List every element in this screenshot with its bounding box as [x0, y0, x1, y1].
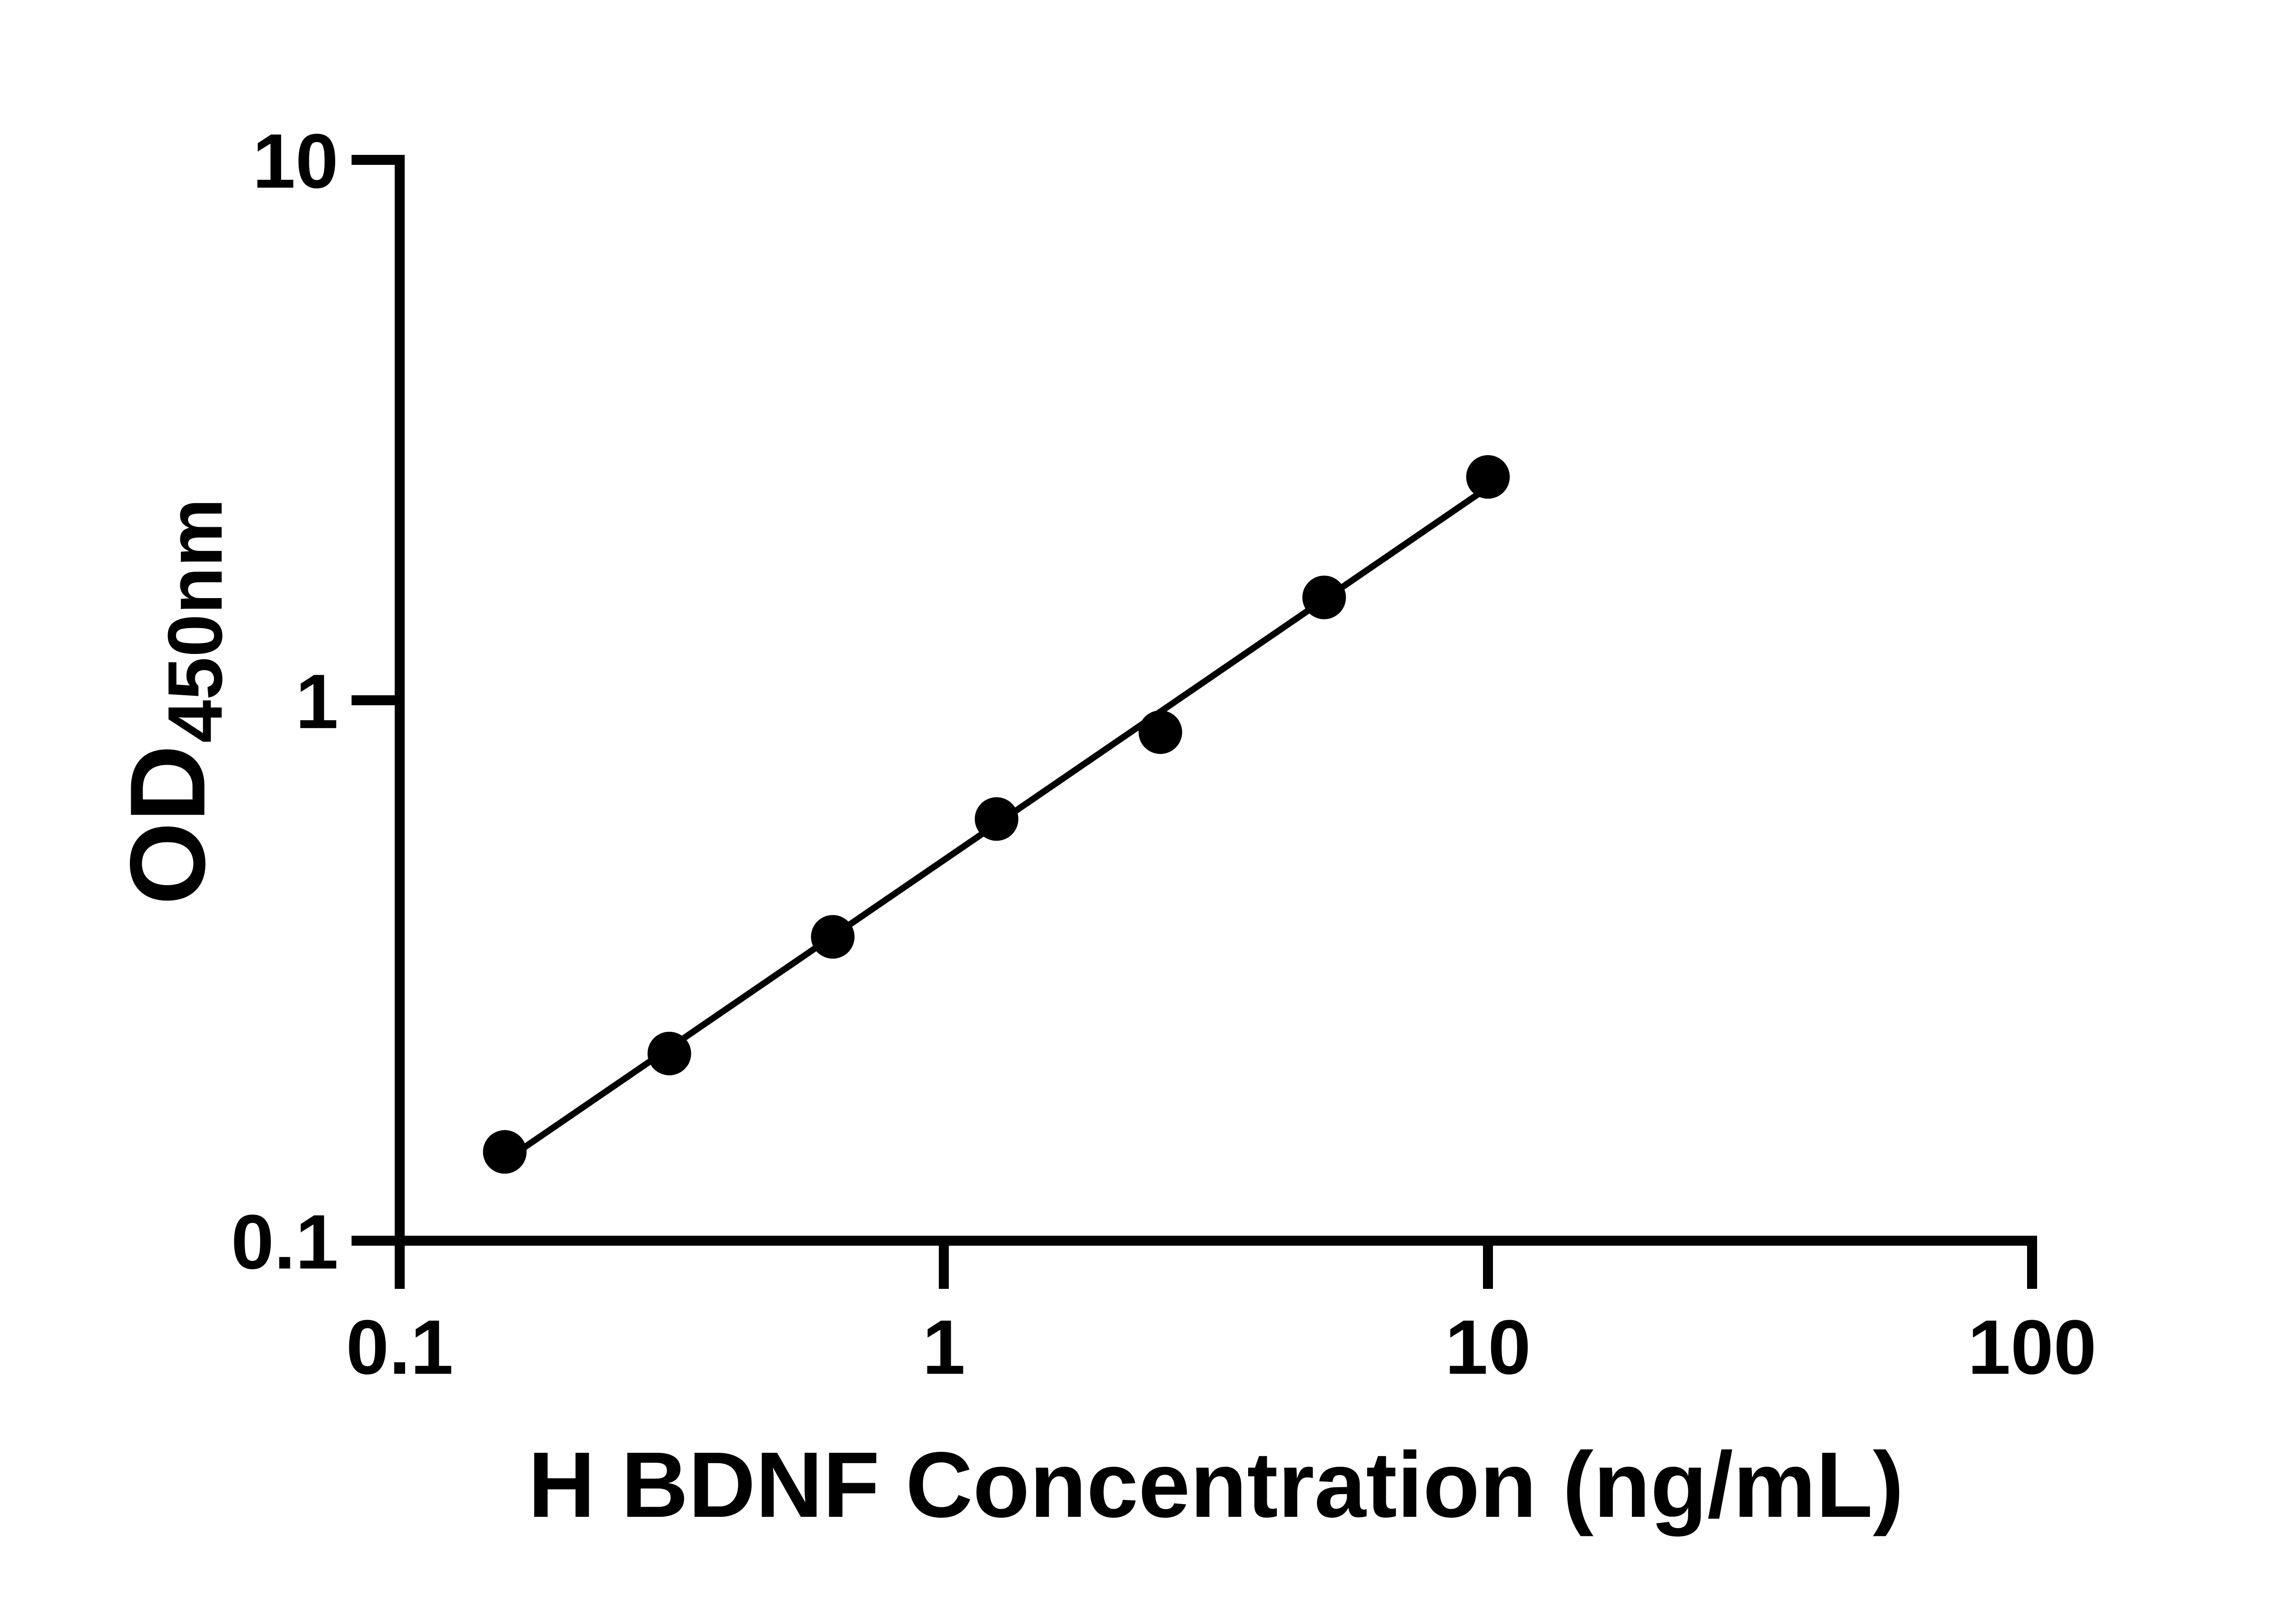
axis-ticks — [352, 155, 2037, 1289]
axis-tick-labels: 0.1 1 10 100 0.1 1 10 — [231, 118, 2097, 1391]
y-tick-label: 10 — [253, 118, 338, 204]
y-tick-label: 0.1 — [231, 1199, 338, 1285]
x-tick-label: 0.1 — [346, 1304, 453, 1391]
axes — [395, 155, 2037, 1246]
x-tick-label: 10 — [1445, 1304, 1531, 1391]
x-tick-label: 1 — [922, 1304, 966, 1391]
x-tick-label: 100 — [1968, 1304, 2097, 1391]
y-axis-title-main: OD — [108, 745, 227, 905]
data-point — [975, 797, 1019, 841]
data-point — [1302, 575, 1346, 619]
y-tick-label: 1 — [295, 659, 338, 745]
data-point — [811, 915, 855, 959]
data-point — [483, 1130, 527, 1174]
data-point — [647, 1031, 691, 1075]
y-axis-title-subscript: 450nm — [152, 498, 238, 743]
x-axis-title: H BDNF Concentration (ng/mL) — [528, 1433, 1904, 1537]
data-series — [483, 455, 1510, 1174]
data-point — [1466, 455, 1510, 499]
y-axis-title: OD 450nm — [108, 498, 238, 905]
data-point — [1138, 710, 1182, 754]
